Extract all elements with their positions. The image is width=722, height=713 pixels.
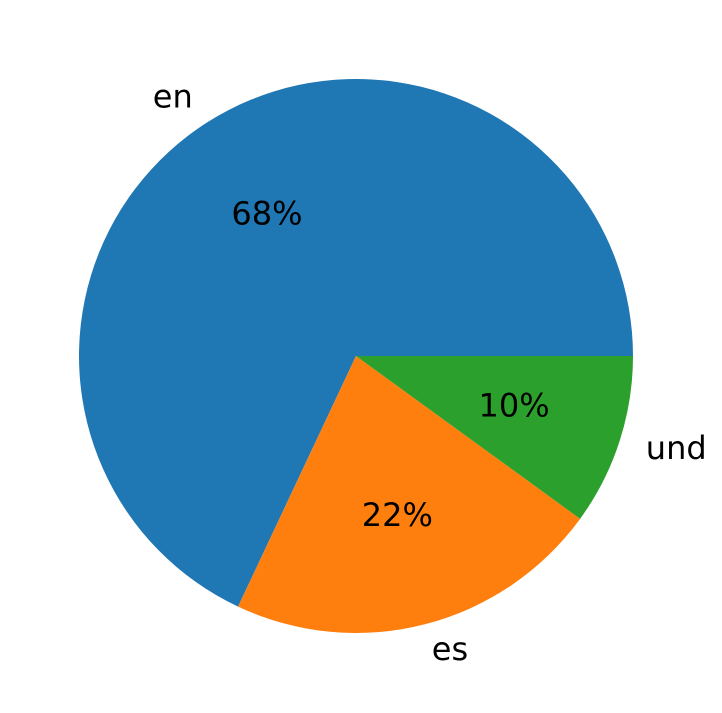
value-label: 10%: [479, 386, 550, 424]
pie-slice: [78, 78, 633, 607]
slice-label: und: [646, 429, 707, 467]
slice-label: es: [432, 630, 468, 668]
pie-slice: [356, 356, 633, 519]
slice-label: en: [153, 78, 193, 116]
value-label: 22%: [362, 496, 433, 534]
pie-slice: [238, 356, 581, 633]
value-label: 68%: [231, 195, 302, 233]
